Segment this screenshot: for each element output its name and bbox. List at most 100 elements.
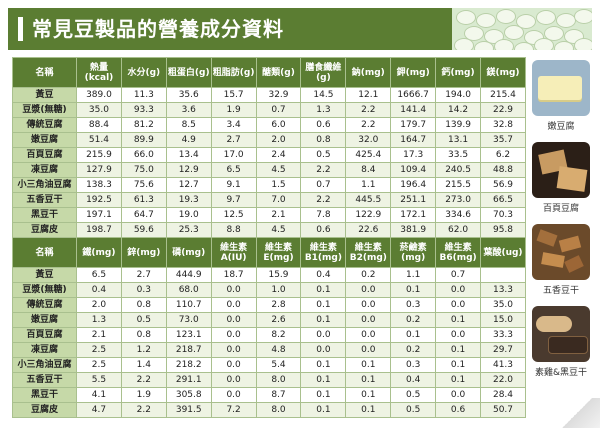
value-cell: 89.9 bbox=[120, 132, 167, 148]
value-cell: 33.5 bbox=[435, 147, 482, 163]
value-cell: 2.1 bbox=[76, 327, 122, 343]
value-cell: 123.1 bbox=[165, 327, 212, 343]
value-cell: 0.5 bbox=[390, 402, 437, 418]
value-cell: 17.3 bbox=[390, 147, 437, 163]
value-cell: 32.0 bbox=[345, 132, 392, 148]
value-cell: 110.7 bbox=[165, 297, 212, 313]
value-cell: 2.0 bbox=[76, 297, 122, 313]
value-cell: 0.4 bbox=[300, 267, 347, 283]
value-cell: 0.3 bbox=[390, 297, 437, 313]
title-accent-bar bbox=[18, 17, 23, 41]
column-header: 維生素B1(mg) bbox=[300, 237, 347, 268]
value-cell: 50.7 bbox=[480, 402, 526, 418]
value-cell: 0.0 bbox=[435, 282, 482, 298]
value-cell: 0.4 bbox=[390, 372, 437, 388]
row-name-cell: 凍豆腐 bbox=[12, 162, 77, 178]
value-cell: 4.9 bbox=[165, 132, 212, 148]
value-cell: 0.0 bbox=[210, 297, 257, 313]
value-cell: 1.2 bbox=[120, 342, 167, 358]
sidebar-item-vegetarian-chicken: 素雞&黑豆干 bbox=[530, 306, 592, 378]
value-cell: 9.1 bbox=[210, 177, 257, 193]
value-cell: 218.2 bbox=[165, 357, 212, 373]
row-name-cell: 傳統豆腐 bbox=[12, 297, 77, 313]
value-cell: 164.7 bbox=[390, 132, 437, 148]
value-cell: 12.9 bbox=[165, 162, 212, 178]
column-header: 鎂(mg) bbox=[480, 57, 526, 88]
value-cell: 70.3 bbox=[480, 207, 526, 223]
sidebar-label: 百頁豆腐 bbox=[542, 204, 579, 214]
value-cell: 3.6 bbox=[165, 102, 212, 118]
value-cell: 81.2 bbox=[120, 117, 167, 133]
row-name-cell: 豆漿(無糖) bbox=[12, 282, 77, 298]
value-cell: 0.0 bbox=[435, 297, 482, 313]
value-cell: 14.2 bbox=[435, 102, 482, 118]
value-cell: 35.6 bbox=[165, 87, 212, 103]
table-header-row: 名稱 熱量(kcal) 水分(g) 粗蛋白(g) 粗脂肪(g) 醣類(g) 膳食纖維(g) 鈉… bbox=[12, 57, 526, 88]
table-row: 黃豆 6.5 2.7 444.9 18.7 15.9 0.4 0.2 1.1 0.7 bbox=[12, 267, 526, 283]
value-cell: 15.7 bbox=[210, 87, 257, 103]
row-name-cell: 黑豆干 bbox=[12, 207, 77, 223]
value-cell: 66.5 bbox=[480, 192, 526, 208]
value-cell: 22.0 bbox=[480, 372, 526, 388]
title-banner: 常見豆製品的營養成分資料 bbox=[8, 8, 592, 50]
value-cell: 2.0 bbox=[255, 132, 302, 148]
sidebar-label: 素雞&黑豆干 bbox=[534, 368, 588, 378]
baiye-tofu-photo bbox=[532, 142, 590, 198]
value-cell: 73.0 bbox=[165, 312, 212, 328]
value-cell: 305.8 bbox=[165, 387, 212, 403]
column-header: 維生素A(IU) bbox=[210, 237, 257, 268]
sidebar-item-spiced-dried-tofu: 五香豆干 bbox=[530, 224, 592, 296]
column-header: 醣類(g) bbox=[255, 57, 302, 88]
column-header: 維生素B2(mg) bbox=[345, 237, 392, 268]
value-cell: 2.4 bbox=[255, 147, 302, 163]
table-row: 嫩豆腐 51.4 89.9 4.9 2.7 2.0 0.8 32.0 164.7 13.1 35.7 bbox=[12, 132, 526, 148]
value-cell: 5.5 bbox=[76, 372, 122, 388]
table-row: 傳統豆腐 2.0 0.8 110.7 0.0 2.8 0.1 0.0 0.3 0.0 35.0 bbox=[12, 297, 526, 313]
value-cell: 2.5 bbox=[76, 342, 122, 358]
nutrition-table-minerals-vitamins: 名稱 鐵(mg) 鋅(mg) 磷(mg) 維生素A(IU) 維生素E(mg) 維生素B1(m… bbox=[12, 237, 526, 418]
spiced-dried-tofu-photo bbox=[532, 224, 590, 280]
value-cell: 9.7 bbox=[210, 192, 257, 208]
value-cell bbox=[480, 267, 526, 283]
sidebar-label: 五香豆干 bbox=[542, 286, 579, 296]
value-cell: 215.4 bbox=[480, 87, 526, 103]
value-cell: 75.6 bbox=[120, 177, 167, 193]
value-cell: 88.4 bbox=[76, 117, 122, 133]
value-cell: 12.5 bbox=[210, 207, 257, 223]
value-cell: 2.2 bbox=[345, 117, 392, 133]
value-cell: 0.0 bbox=[210, 342, 257, 358]
value-cell: 29.7 bbox=[480, 342, 526, 358]
value-cell: 13.3 bbox=[480, 282, 526, 298]
value-cell: 0.2 bbox=[390, 312, 437, 328]
value-cell: 0.1 bbox=[345, 357, 392, 373]
value-cell: 32.8 bbox=[480, 117, 526, 133]
value-cell: 0.8 bbox=[120, 327, 167, 343]
sidebar-label: 嫩豆腐 bbox=[547, 122, 575, 132]
value-cell: 15.9 bbox=[255, 267, 302, 283]
column-header: 粗脂肪(g) bbox=[210, 57, 257, 88]
table-row: 百頁豆腐 2.1 0.8 123.1 0.0 8.2 0.0 0.0 0.1 0.0 33.3 bbox=[12, 327, 526, 343]
value-cell: 8.5 bbox=[165, 117, 212, 133]
value-cell: 2.2 bbox=[120, 372, 167, 388]
value-cell: 2.7 bbox=[210, 132, 257, 148]
value-cell: 194.0 bbox=[435, 87, 482, 103]
value-cell: 0.6 bbox=[300, 117, 347, 133]
value-cell: 0.6 bbox=[435, 402, 482, 418]
value-cell: 32.9 bbox=[255, 87, 302, 103]
row-name-cell: 黃豆 bbox=[12, 267, 77, 283]
table-row: 黑豆干 197.1 64.7 19.0 12.5 2.1 7.8 122.9 172.1 334.… bbox=[12, 207, 526, 223]
value-cell: 0.0 bbox=[435, 387, 482, 403]
column-header: 鈉(mg) bbox=[345, 57, 392, 88]
value-cell: 0.0 bbox=[210, 387, 257, 403]
value-cell: 62.0 bbox=[435, 222, 482, 238]
row-name-cell: 傳統豆腐 bbox=[12, 117, 77, 133]
row-name-cell: 豆腐皮 bbox=[12, 222, 77, 238]
value-cell: 0.1 bbox=[345, 372, 392, 388]
column-header: 鈣(mg) bbox=[435, 57, 482, 88]
column-header: 維生素E(mg) bbox=[255, 237, 302, 268]
column-header: 鐵(mg) bbox=[76, 237, 122, 268]
value-cell: 122.9 bbox=[345, 207, 392, 223]
value-cell: 18.7 bbox=[210, 267, 257, 283]
value-cell: 109.4 bbox=[390, 162, 437, 178]
value-cell: 0.1 bbox=[435, 342, 482, 358]
